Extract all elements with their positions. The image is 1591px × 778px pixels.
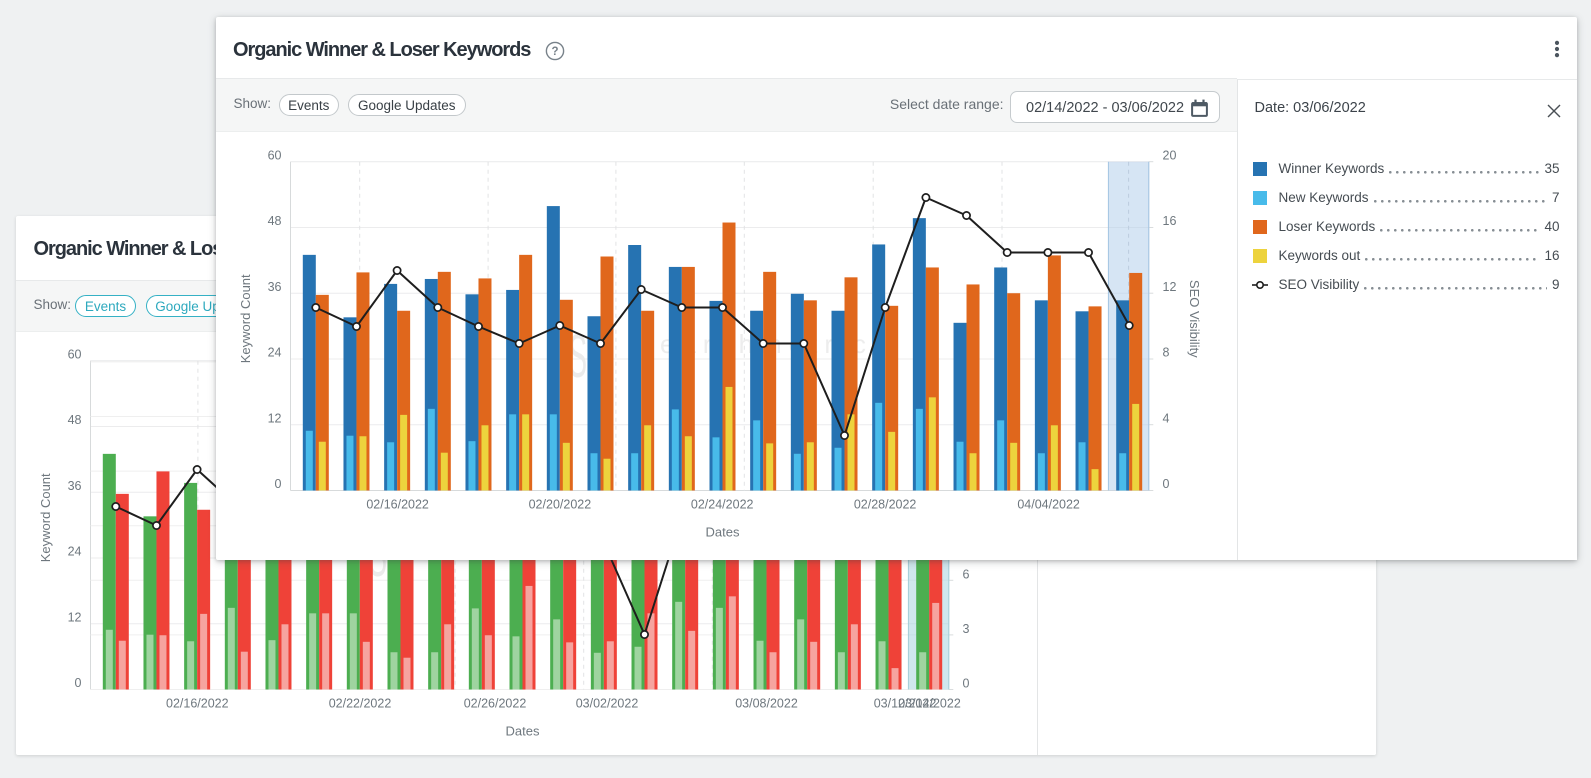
svg-text:4: 4	[1162, 411, 1169, 425]
svg-text:12: 12	[267, 411, 281, 425]
svg-text:02/20/2022: 02/20/2022	[528, 497, 591, 511]
svg-text:36: 36	[68, 478, 82, 492]
svg-text:03/02/2022: 03/02/2022	[576, 696, 639, 710]
svg-text:S: S	[568, 322, 587, 390]
svg-text:Keyword Count: Keyword Count	[238, 273, 253, 362]
svg-text:24: 24	[267, 345, 281, 359]
svg-text:0: 0	[1162, 477, 1169, 491]
svg-text:12: 12	[68, 610, 82, 624]
svg-text:48: 48	[68, 413, 82, 427]
svg-text:16: 16	[1162, 214, 1176, 228]
svg-text:60: 60	[68, 347, 82, 361]
svg-text:02/22/2022: 02/22/2022	[329, 696, 392, 710]
svg-text:20: 20	[1162, 148, 1176, 162]
svg-text:03/08/2022: 03/08/2022	[735, 696, 798, 710]
svg-text:Dates: Dates	[506, 723, 540, 738]
svg-text:02/16/2022: 02/16/2022	[166, 696, 229, 710]
svg-text:0: 0	[274, 477, 281, 491]
svg-text:60: 60	[267, 148, 281, 162]
svg-text:0: 0	[75, 676, 82, 690]
svg-text:03/12/2022: 03/12/2022	[874, 696, 937, 710]
svg-text:02/24/2022: 02/24/2022	[690, 497, 753, 511]
svg-text:03/14/2022: 03/14/2022	[898, 696, 961, 710]
svg-text:3: 3	[963, 622, 970, 636]
svg-text:SEO Visibility: SEO Visibility	[1187, 279, 1202, 357]
svg-text:12: 12	[1162, 279, 1176, 293]
svg-text:02/26/2022: 02/26/2022	[464, 696, 527, 710]
svg-text:48: 48	[267, 214, 281, 228]
svg-text:02/28/2022: 02/28/2022	[853, 497, 916, 511]
svg-text:04/04/2022: 04/04/2022	[1017, 497, 1080, 511]
svg-text:?: ?	[551, 46, 558, 58]
svg-text:6: 6	[963, 567, 970, 581]
svg-text:24: 24	[68, 544, 82, 558]
svg-text:Keyword Count: Keyword Count	[38, 472, 53, 561]
svg-text:36: 36	[267, 279, 281, 293]
svg-text:02/16/2022: 02/16/2022	[366, 497, 429, 511]
svg-text:0: 0	[963, 676, 970, 690]
svg-text:8: 8	[1162, 345, 1169, 359]
svg-text:Dates: Dates	[705, 524, 739, 539]
